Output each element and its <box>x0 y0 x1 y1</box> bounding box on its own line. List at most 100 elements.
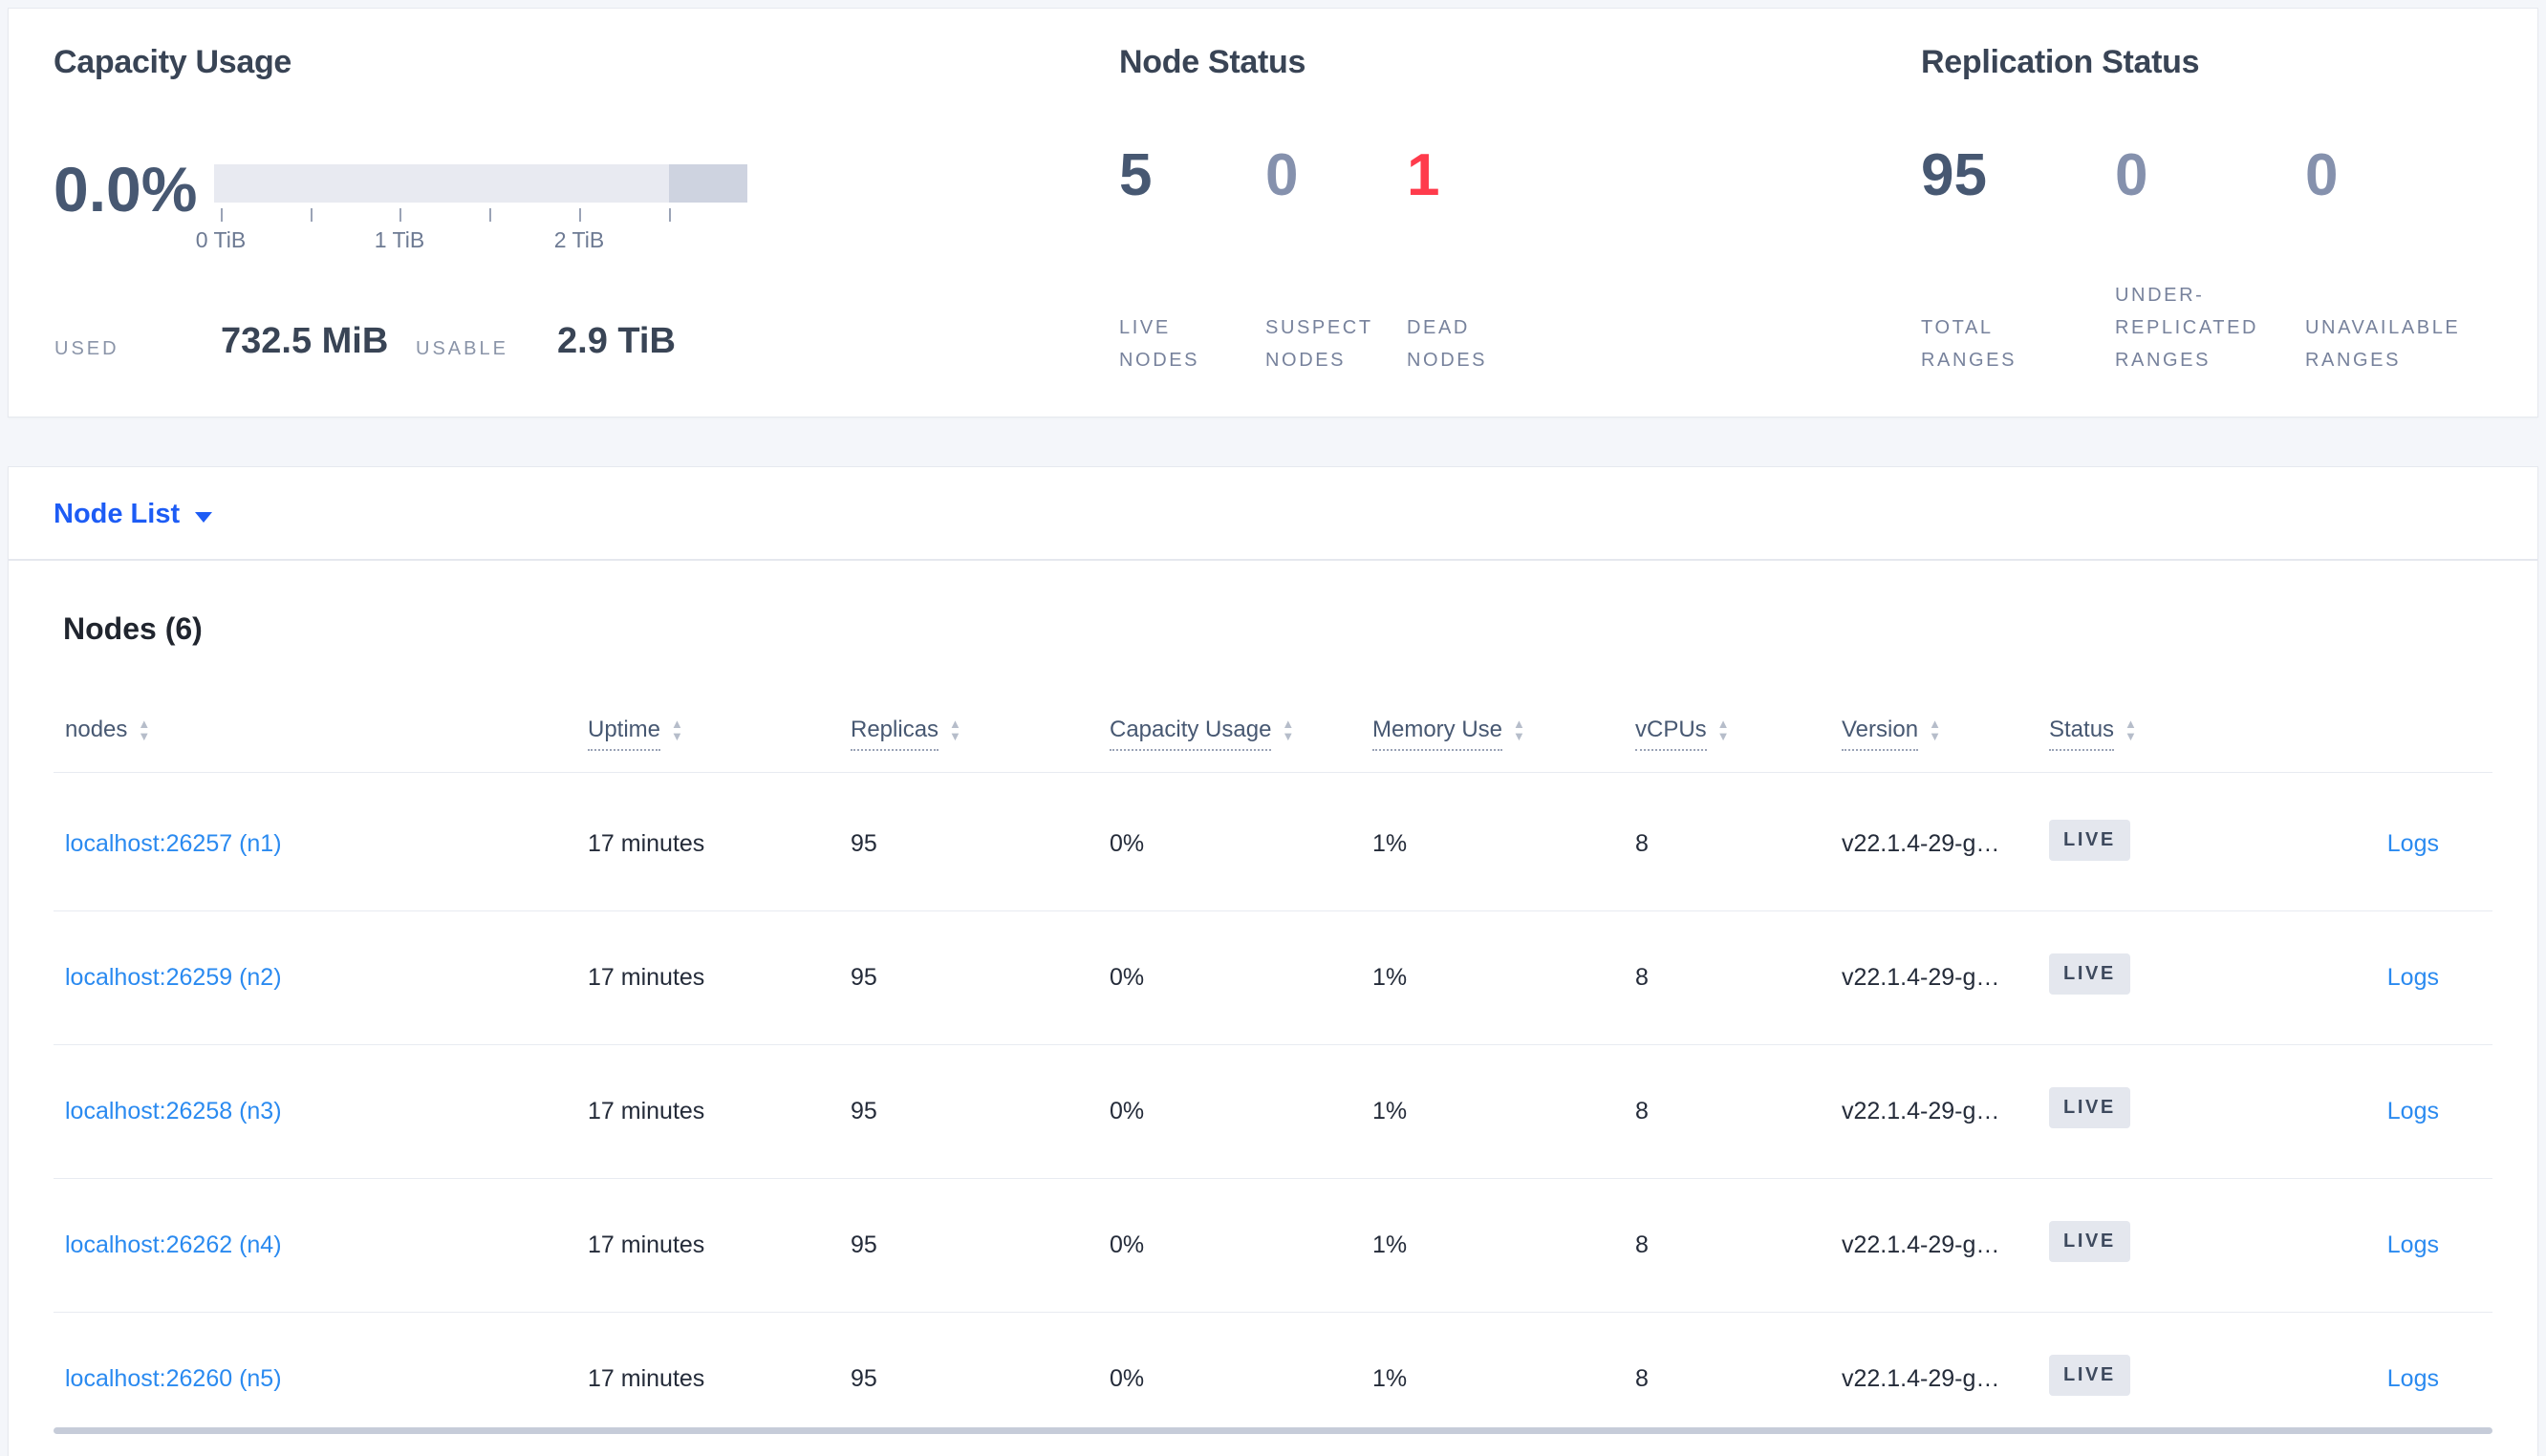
uptime-cell: 17 minutes <box>588 830 705 857</box>
sort-icon[interactable]: ▲ ▼ <box>949 717 961 743</box>
header-divider <box>54 772 2492 773</box>
dead-nodes-value: 1 <box>1407 142 1440 208</box>
column-header-label: Replicas <box>851 717 939 751</box>
node-status-title: Node Status <box>1119 44 1306 80</box>
usable-value: 2.9 TiB <box>557 321 676 361</box>
total-ranges-label: TOTAL RANGES <box>1921 317 2017 371</box>
status-badge: LIVE <box>2049 953 2130 995</box>
memory-cell: 1% <box>1372 1231 1408 1258</box>
capacity-gauge-bar-dark-segment <box>669 164 747 203</box>
capacity-cell: 0% <box>1110 1365 1145 1392</box>
vcpus-cell: 8 <box>1635 1098 1649 1124</box>
nodes-table-panel <box>8 560 2538 1456</box>
capacity-cell: 0% <box>1110 1231 1145 1258</box>
sort-icon[interactable]: ▲ ▼ <box>1929 717 1941 743</box>
node-link[interactable]: localhost:26262 (n4) <box>65 1231 282 1258</box>
memory-cell: 1% <box>1372 1098 1408 1124</box>
column-header-version[interactable]: Version ▲ ▼ <box>1842 717 1941 751</box>
logs-link[interactable]: Logs <box>2386 1231 2439 1258</box>
under-replicated-value: 0 <box>2115 142 2148 208</box>
status-cell: LIVE <box>2049 953 2130 995</box>
suspect-nodes-label: SUSPECT NODES <box>1265 317 1373 371</box>
version-cell: v22.1.4-29-g… <box>1842 830 2000 857</box>
version-cell: v22.1.4-29-g… <box>1842 1231 2000 1258</box>
memory-cell: 1% <box>1372 1365 1408 1392</box>
row-divider <box>54 1044 2492 1045</box>
column-header-label: Version <box>1842 717 1919 751</box>
column-header-nodes[interactable]: nodes ▲ ▼ <box>65 717 150 749</box>
node-link[interactable]: localhost:26257 (n1) <box>65 830 282 857</box>
gauge-tick-label-0: 0 TiB <box>195 227 247 252</box>
gauge-tick <box>669 208 671 222</box>
replicas-cell: 95 <box>851 1231 877 1258</box>
sort-icon[interactable]: ▲ ▼ <box>1513 717 1525 743</box>
dead-nodes-label: DEAD NODES <box>1407 317 1488 371</box>
row-divider <box>54 1178 2492 1179</box>
memory-cell: 1% <box>1372 830 1408 857</box>
logs-link[interactable]: Logs <box>2386 1365 2439 1392</box>
vcpus-cell: 8 <box>1635 1231 1649 1258</box>
chevron-down-icon[interactable] <box>195 512 212 523</box>
column-header-status[interactable]: Status ▲ ▼ <box>2049 717 2137 751</box>
sort-icon[interactable]: ▲ ▼ <box>2125 717 2137 743</box>
gauge-tick <box>221 208 223 222</box>
capacity-cell: 0% <box>1110 964 1145 991</box>
replicas-cell: 95 <box>851 964 877 991</box>
used-label: USED <box>54 338 119 359</box>
node-link[interactable]: localhost:26260 (n5) <box>65 1365 282 1392</box>
column-header-label: vCPUs <box>1635 717 1707 751</box>
capacity-cell: 0% <box>1110 830 1145 857</box>
logs-link[interactable]: Logs <box>2386 964 2439 991</box>
gauge-tick-label-2: 2 TiB <box>553 227 605 252</box>
nodes-section-title: Nodes (6) <box>63 611 203 646</box>
status-cell: LIVE <box>2049 1087 2130 1128</box>
version-cell: v22.1.4-29-g… <box>1842 1098 2000 1124</box>
status-cell: LIVE <box>2049 1355 2130 1396</box>
version-cell: v22.1.4-29-g… <box>1842 964 2000 991</box>
capacity-cell: 0% <box>1110 1098 1145 1124</box>
suspect-nodes-value: 0 <box>1265 142 1299 208</box>
unavailable-ranges-label: UNAVAILABLE RANGES <box>2305 317 2461 371</box>
column-header-memory-use[interactable]: Memory Use ▲ ▼ <box>1372 717 1525 751</box>
column-header-vcpus[interactable]: vCPUs ▲ ▼ <box>1635 717 1730 751</box>
column-header-capacity-usage[interactable]: Capacity Usage ▲ ▼ <box>1110 717 1294 751</box>
table-bottom-divider <box>54 1427 2492 1434</box>
memory-cell: 1% <box>1372 964 1408 991</box>
row-divider <box>54 1312 2492 1313</box>
live-nodes-value: 5 <box>1119 142 1153 208</box>
version-cell: v22.1.4-29-g… <box>1842 1365 2000 1392</box>
status-badge: LIVE <box>2049 1221 2130 1262</box>
status-badge: LIVE <box>2049 1355 2130 1396</box>
node-link[interactable]: localhost:26258 (n3) <box>65 1098 282 1124</box>
total-ranges-value: 95 <box>1921 142 1987 208</box>
sort-icon[interactable]: ▲ ▼ <box>671 717 683 743</box>
capacity-gauge-bar <box>214 164 747 203</box>
cluster-summary-card <box>8 8 2538 418</box>
gauge-tick <box>399 208 401 222</box>
capacity-usage-title: Capacity Usage <box>54 44 292 80</box>
replicas-cell: 95 <box>851 1365 877 1392</box>
usable-label: USABLE <box>416 338 508 359</box>
logs-link[interactable]: Logs <box>2386 830 2439 857</box>
unavailable-ranges-value: 0 <box>2305 142 2339 208</box>
logs-link[interactable]: Logs <box>2386 1098 2439 1124</box>
column-header-uptime[interactable]: Uptime ▲ ▼ <box>588 717 683 751</box>
sort-icon[interactable]: ▲ ▼ <box>1716 717 1730 743</box>
column-header-label: Status <box>2049 717 2115 751</box>
column-header-replicas[interactable]: Replicas ▲ ▼ <box>851 717 961 751</box>
sort-icon[interactable]: ▲ ▼ <box>138 717 151 743</box>
gauge-tick-label-1: 1 TiB <box>374 227 425 252</box>
column-header-label: Memory Use <box>1372 717 1503 751</box>
replicas-cell: 95 <box>851 830 877 857</box>
row-divider <box>54 910 2492 911</box>
uptime-cell: 17 minutes <box>588 964 705 991</box>
replication-status-title: Replication Status <box>1921 44 2200 80</box>
status-cell: LIVE <box>2049 1221 2130 1262</box>
node-list-dropdown-bar[interactable] <box>8 466 2538 560</box>
sort-icon[interactable]: ▲ ▼ <box>1282 717 1295 743</box>
column-header-label: Uptime <box>588 717 661 751</box>
node-link[interactable]: localhost:26259 (n2) <box>65 964 282 991</box>
uptime-cell: 17 minutes <box>588 1098 705 1124</box>
gauge-tick <box>311 208 313 222</box>
node-list-dropdown-label[interactable]: Node List <box>54 499 181 529</box>
